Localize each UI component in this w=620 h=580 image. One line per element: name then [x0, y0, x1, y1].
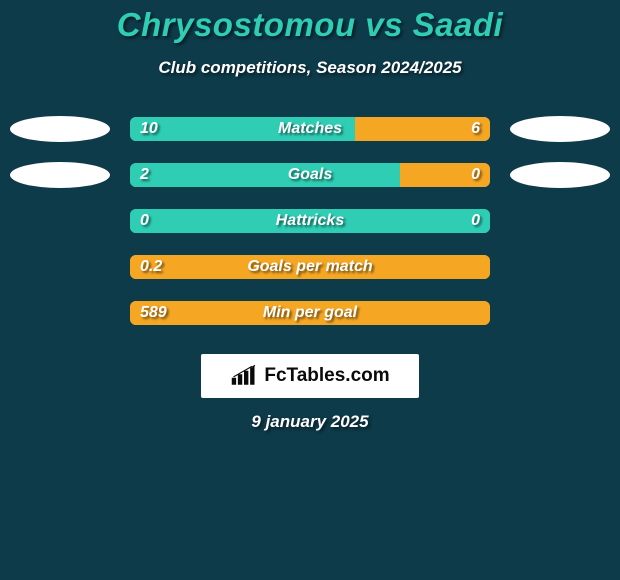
bar-metric-label: Goals per match	[130, 255, 490, 279]
player-right-avatar	[510, 254, 610, 280]
comparison-bar: 589Min per goal	[130, 301, 490, 325]
comparison-rows: 106Matches 20Goals 00Hattricks 0.2Goals per…	[0, 106, 620, 336]
comparison-row: 00Hattricks	[0, 198, 620, 244]
comparison-bar: 20Goals	[130, 163, 490, 187]
bar-metric-label: Hattricks	[130, 209, 490, 233]
subtitle: Club competitions, Season 2024/2025	[0, 58, 620, 78]
comparison-row: 20Goals	[0, 152, 620, 198]
comparison-bar: 00Hattricks	[130, 209, 490, 233]
date-text: 9 january 2025	[0, 412, 620, 432]
fctables-logo: FcTables.com	[201, 354, 419, 398]
page-title: Chrysostomou vs Saadi	[0, 6, 620, 44]
player-left-avatar	[10, 208, 110, 234]
bars-icon	[230, 365, 258, 387]
comparison-bar: 106Matches	[130, 117, 490, 141]
bar-metric-label: Min per goal	[130, 301, 490, 325]
comparison-row: 589Min per goal	[0, 290, 620, 336]
comparison-card: Chrysostomou vs Saadi Club competitions,…	[0, 0, 620, 580]
player-right-avatar	[510, 300, 610, 326]
player-left-avatar	[10, 254, 110, 280]
comparison-row: 0.2Goals per match	[0, 244, 620, 290]
player-right-avatar	[510, 116, 610, 142]
comparison-row: 106Matches	[0, 106, 620, 152]
logo-text: FcTables.com	[264, 365, 389, 387]
player-left-avatar	[10, 300, 110, 326]
bar-metric-label: Goals	[130, 163, 490, 187]
player-right-avatar	[510, 208, 610, 234]
player-right-avatar	[510, 162, 610, 188]
player-left-avatar	[10, 162, 110, 188]
player-left-avatar	[10, 116, 110, 142]
bar-metric-label: Matches	[130, 117, 490, 141]
comparison-bar: 0.2Goals per match	[130, 255, 490, 279]
